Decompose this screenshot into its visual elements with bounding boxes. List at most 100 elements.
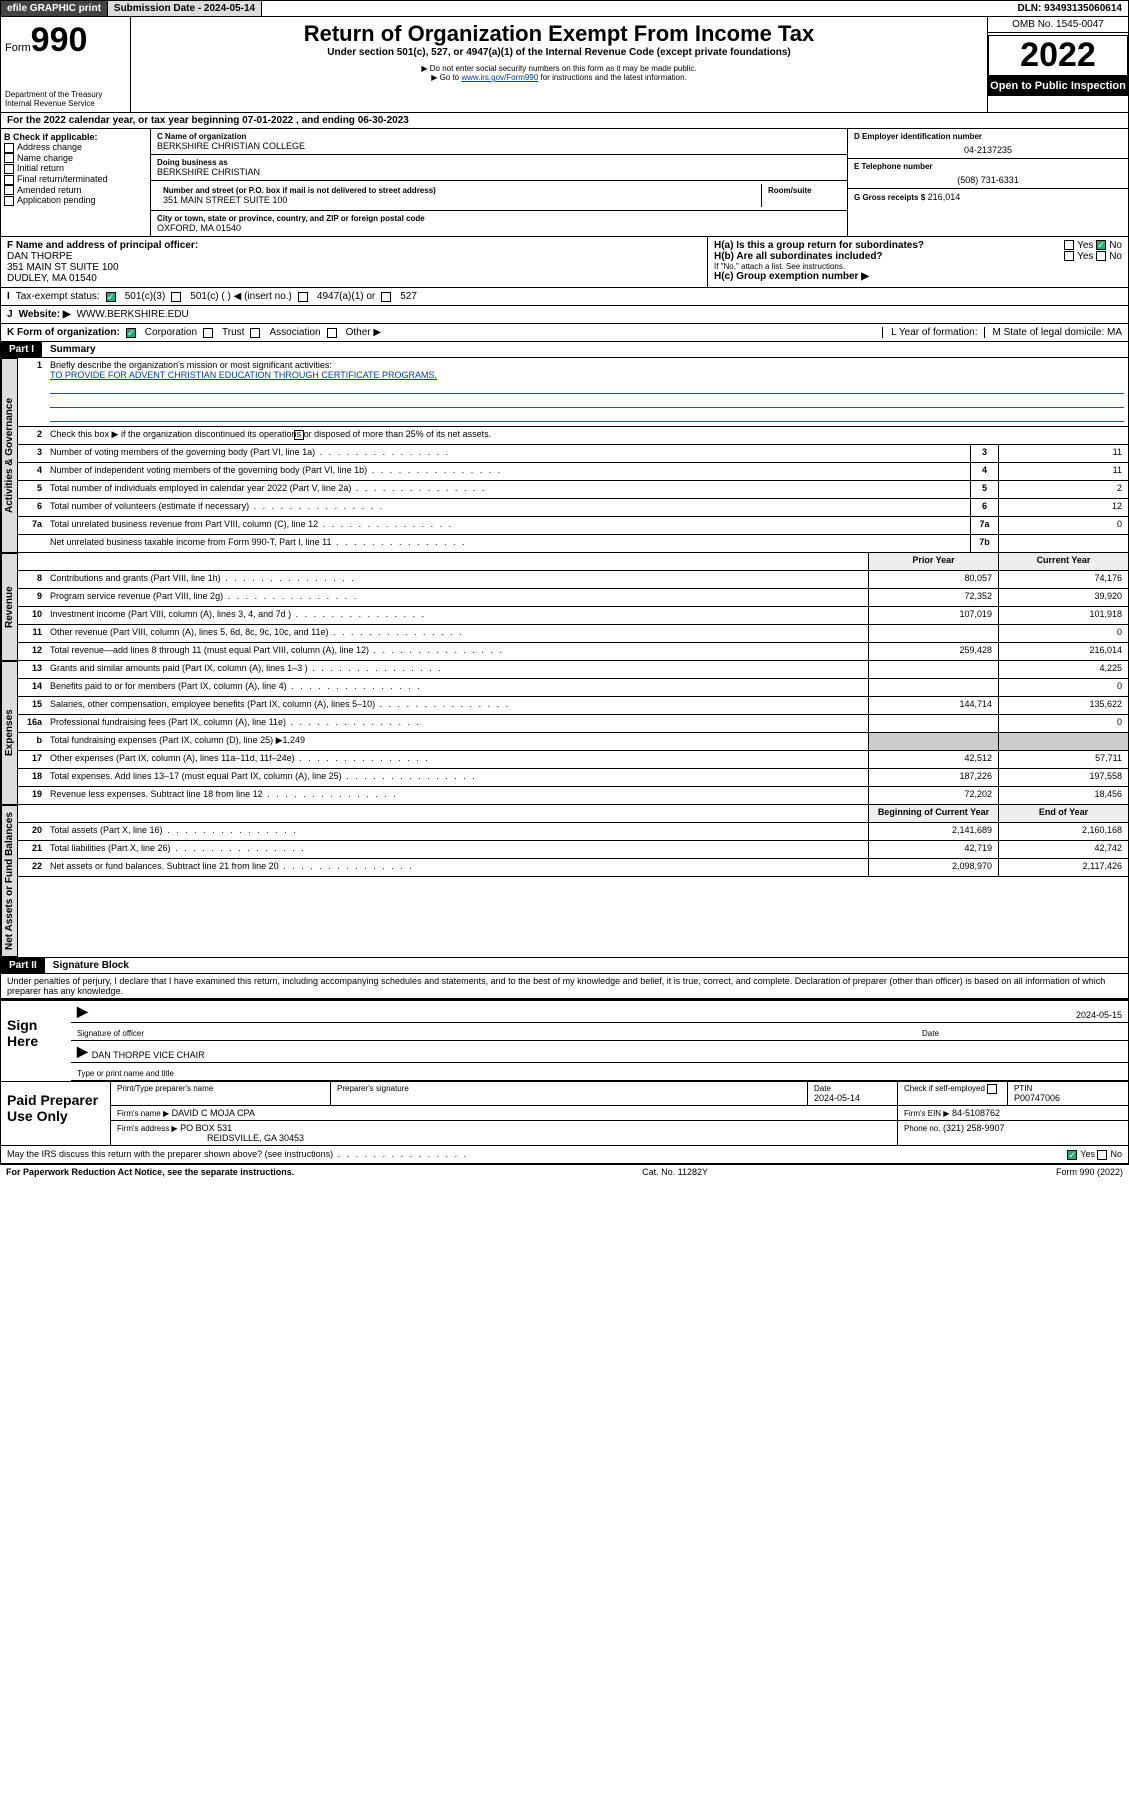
arrow-icon: ▶	[77, 1043, 88, 1060]
col-de: D Employer identification number 04-21372…	[848, 129, 1128, 236]
subtitle-3: ▶ Go to www.irs.gov/Form990 for instruct…	[139, 73, 979, 82]
c-street: 351 MAIN STREET SUITE 100	[163, 195, 755, 205]
form-header: Form990 Department of the Treasury Inter…	[0, 17, 1129, 113]
gov-row: Net unrelated business taxable income fr…	[18, 535, 1128, 553]
part1-header: Part I Summary	[0, 342, 1129, 358]
part1-badge: Part I	[1, 342, 42, 357]
discuss-text: May the IRS discuss this return with the…	[7, 1149, 468, 1160]
inspection-badge: Open to Public Inspection	[988, 76, 1128, 96]
section-a: For the 2022 calendar year, or tax year …	[0, 113, 1129, 129]
irs-label: Internal Revenue Service	[5, 99, 126, 108]
block-expenses: Expenses 13Grants and similar amounts pa…	[0, 661, 1129, 805]
firm-name-lbl: Firm's name ▶	[117, 1109, 169, 1118]
name-title-lbl: Type or print name and title	[71, 1063, 1128, 1081]
l1b: TO PROVIDE FOR ADVENT CHRISTIAN EDUCATIO…	[50, 370, 437, 380]
rev-row: 11Other revenue (Part VIII, column (A), …	[18, 625, 1128, 643]
g-lbl: G Gross receipts $	[854, 193, 925, 202]
row-f-h: F Name and address of principal officer:…	[0, 237, 1129, 288]
row-i: I Tax-exempt status: 501(c)(3) 501(c) ( …	[0, 288, 1129, 306]
b-opt-1-label: Name change	[17, 153, 73, 163]
d-val: 04-2137235	[854, 145, 1122, 155]
firm-addr-lbl: Firm's address ▶	[117, 1124, 178, 1133]
tab-revenue: Revenue	[1, 553, 18, 661]
i-o2: 501(c) ( ) ◀ (insert no.)	[190, 291, 292, 302]
sub3-pre: ▶ Go to	[431, 73, 461, 82]
b-opt-2: Initial return	[4, 163, 147, 174]
l-lbl: L Year of formation:	[882, 327, 977, 338]
l1a: Briefly describe the organization's miss…	[50, 360, 332, 370]
b-opt-3-label: Final return/terminated	[17, 174, 108, 184]
ptin-lbl: PTIN	[1014, 1084, 1122, 1093]
g-val: 216,014	[928, 192, 961, 202]
rev-row: 8Contributions and grants (Part VIII, li…	[18, 571, 1128, 589]
pp-date: 2024-05-14	[814, 1093, 891, 1103]
pp-date-lbl: Date	[814, 1084, 891, 1093]
b-opt-3: Final return/terminated	[4, 174, 147, 185]
k-lbl: K Form of organization:	[7, 327, 120, 338]
i-lbl: Tax-exempt status:	[16, 291, 100, 302]
c-name: BERKSHIRE CHRISTIAN COLLEGE	[157, 141, 841, 151]
rev-row: 12Total revenue—add lines 8 through 11 (…	[18, 643, 1128, 661]
row-j: J Website: ▶ WWW.BERKSHIRE.EDU	[0, 306, 1129, 324]
k-o1: Corporation	[145, 327, 197, 338]
net-row: 20Total assets (Part X, line 16)2,141,68…	[18, 823, 1128, 841]
c-dba: BERKSHIRE CHRISTIAN	[157, 167, 841, 177]
ha-yes: Yes	[1077, 240, 1093, 251]
officer-name: DAN THORPE VICE CHAIR	[92, 1050, 205, 1060]
tax-year: 2022	[988, 35, 1128, 76]
instructions-link[interactable]: www.irs.gov/Form990	[461, 73, 538, 82]
submission-date: Submission Date - 2024-05-14	[108, 1, 262, 16]
b-label: B Check if applicable:	[4, 132, 147, 142]
j-lbl: Website: ▶	[19, 309, 71, 320]
omb-number: OMB No. 1545-0047	[988, 17, 1128, 33]
k-o4: Other ▶	[346, 327, 381, 338]
pp-sig-lbl: Preparer's signature	[337, 1084, 801, 1093]
dept-label: Department of the Treasury	[5, 90, 126, 99]
k-o3: Association	[269, 327, 320, 338]
discuss-no: No	[1110, 1149, 1122, 1159]
b-opt-0: Address change	[4, 142, 147, 153]
col-c: C Name of organizationBERKSHIRE CHRISTIA…	[151, 129, 848, 236]
exp-row: 15Salaries, other compensation, employee…	[18, 697, 1128, 715]
footer-right: Form 990 (2022)	[1056, 1167, 1123, 1177]
top-bar: efile GRAPHIC print Submission Date - 20…	[0, 0, 1129, 17]
row-klm: K Form of organization: Corporation Trus…	[0, 324, 1129, 342]
exp-row: 17Other expenses (Part IX, column (A), l…	[18, 751, 1128, 769]
efile-label: efile GRAPHIC print	[1, 1, 108, 16]
l2-text: Check this box ▶ if the organization dis…	[50, 429, 491, 439]
hdr-end: End of Year	[998, 805, 1128, 822]
page-footer: For Paperwork Reduction Act Notice, see …	[0, 1164, 1129, 1179]
declaration: Under penalties of perjury, I declare th…	[0, 974, 1129, 999]
exp-row: bTotal fundraising expenses (Part IX, co…	[18, 733, 1128, 751]
hdr-prior: Prior Year	[868, 553, 998, 570]
footer-mid: Cat. No. 11282Y	[642, 1167, 708, 1177]
f-addr2: DUDLEY, MA 01540	[7, 273, 701, 284]
subtitle-2: ▶ Do not enter social security numbers o…	[139, 64, 979, 73]
preparer-block: Paid Preparer Use Only Print/Type prepar…	[0, 1082, 1129, 1146]
gov-row: 7aTotal unrelated business revenue from …	[18, 517, 1128, 535]
exp-row: 19Revenue less expenses. Subtract line 1…	[18, 787, 1128, 805]
pp-name-lbl: Print/Type preparer's name	[117, 1084, 324, 1093]
sig-date: 2024-05-15	[1076, 1010, 1122, 1020]
net-row: 22Net assets or fund balances. Subtract …	[18, 859, 1128, 877]
i-o4: 527	[400, 291, 417, 302]
exp-row: 13Grants and similar amounts paid (Part …	[18, 661, 1128, 679]
firm-addr1: PO BOX 531	[180, 1123, 232, 1133]
i-o1: 501(c)(3)	[125, 291, 166, 302]
part2-badge: Part II	[1, 958, 45, 973]
b-opt-2-label: Initial return	[17, 163, 64, 173]
b-opt-5-label: Application pending	[17, 195, 96, 205]
d-lbl: D Employer identification number	[854, 132, 1122, 141]
part2-header: Part II Signature Block	[0, 958, 1129, 974]
discuss-row: May the IRS discuss this return with the…	[0, 1146, 1129, 1164]
exp-row: 18Total expenses. Add lines 13–17 (must …	[18, 769, 1128, 787]
subtitle-1: Under section 501(c), 527, or 4947(a)(1)…	[139, 47, 979, 58]
b-opt-4: Amended return	[4, 185, 147, 196]
j-val: WWW.BERKSHIRE.EDU	[77, 309, 189, 320]
hc-lbl: H(c) Group exemption number ▶	[714, 271, 1122, 282]
b-opt-4-label: Amended return	[17, 185, 82, 195]
b-opt-0-label: Address change	[17, 142, 82, 152]
e-lbl: E Telephone number	[854, 162, 1122, 171]
arrow-icon: ▶	[77, 1003, 88, 1020]
c-city-lbl: City or town, state or province, country…	[157, 214, 841, 223]
